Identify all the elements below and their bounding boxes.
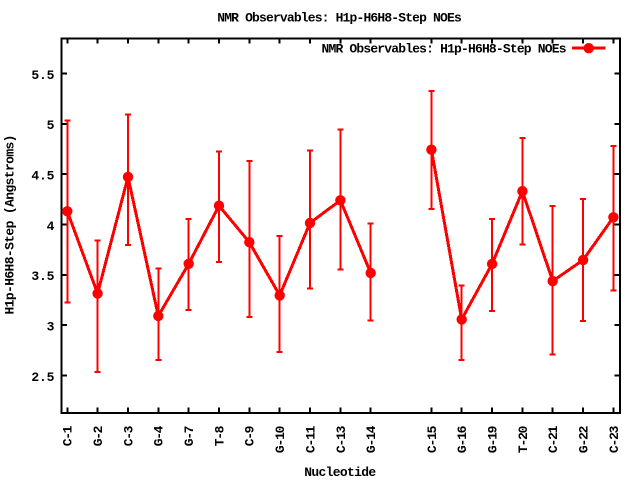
svg-text:G-14: G-14 bbox=[364, 425, 379, 453]
svg-text:5.5: 5.5 bbox=[31, 68, 54, 83]
svg-text:Nucleotide: Nucleotide bbox=[304, 465, 376, 480]
svg-text:C-23: C-23 bbox=[607, 425, 622, 453]
svg-text:G-4: G-4 bbox=[152, 425, 167, 446]
svg-text:C-9: C-9 bbox=[243, 425, 258, 446]
svg-text:C-3: C-3 bbox=[121, 425, 136, 446]
svg-text:3.5: 3.5 bbox=[31, 269, 54, 284]
svg-text:C-21: C-21 bbox=[546, 425, 561, 453]
svg-text:H1p-H6H8-Step (Angstroms): H1p-H6H8-Step (Angstroms) bbox=[2, 135, 17, 315]
svg-text:NMR Observables: H1p-H6H8-Step: NMR Observables: H1p-H6H8-Step NOEs bbox=[322, 41, 567, 56]
svg-text:4.5: 4.5 bbox=[31, 169, 54, 184]
svg-text:T-8: T-8 bbox=[212, 425, 227, 446]
svg-text:2.5: 2.5 bbox=[31, 370, 54, 385]
svg-text:G-22: G-22 bbox=[577, 425, 592, 453]
svg-text:C-11: C-11 bbox=[303, 425, 318, 453]
svg-text:G-2: G-2 bbox=[91, 425, 106, 446]
svg-text:3: 3 bbox=[47, 320, 55, 335]
svg-text:C-15: C-15 bbox=[425, 425, 440, 453]
svg-text:C-1: C-1 bbox=[61, 425, 76, 446]
svg-text:G-16: G-16 bbox=[455, 425, 470, 453]
svg-text:C-13: C-13 bbox=[334, 425, 349, 453]
svg-text:4: 4 bbox=[47, 219, 55, 234]
svg-text:G-10: G-10 bbox=[273, 425, 288, 453]
svg-text:G-7: G-7 bbox=[182, 426, 197, 447]
svg-text:NMR Observables: H1p-H6H8-Step: NMR Observables: H1p-H6H8-Step NOEs bbox=[217, 10, 462, 25]
svg-text:5: 5 bbox=[47, 118, 55, 133]
svg-text:G-19: G-19 bbox=[486, 425, 501, 453]
svg-text:T-20: T-20 bbox=[516, 425, 531, 453]
